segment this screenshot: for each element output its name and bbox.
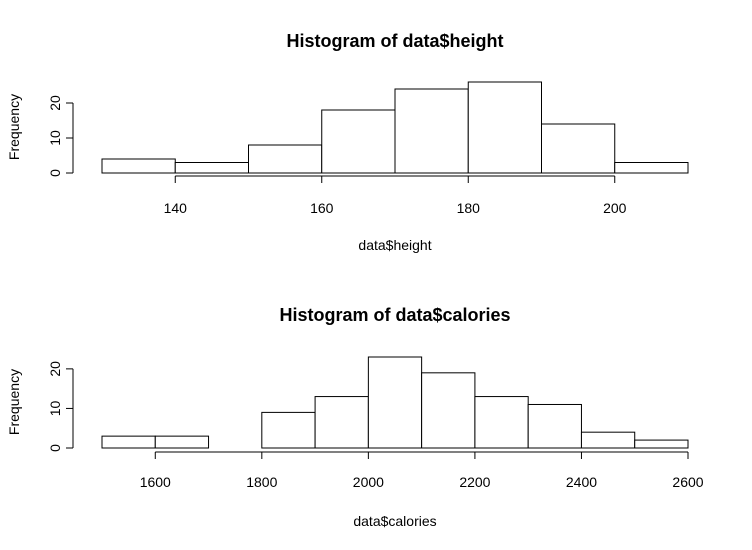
height-x-tick-label: 160 (310, 200, 334, 216)
height-x-axis: 140 160 180 200 (164, 175, 627, 216)
height-bar (174, 162, 249, 174)
height-y-axis: 0 10 20 (47, 95, 74, 177)
calories-x-axis: 1600 1800 2000 2200 2400 2600 (140, 451, 704, 490)
height-bar (541, 123, 616, 174)
height-y-tick-label: 10 (47, 130, 63, 146)
calories-y-tick-label: 20 (47, 361, 63, 377)
height-x-axis-label: data$height (358, 237, 431, 253)
height-bar (101, 158, 176, 174)
calories-y-tick-label: 0 (47, 444, 63, 452)
height-bar (321, 109, 396, 174)
calories-bar (314, 396, 369, 449)
height-bars (101, 81, 689, 174)
height-histogram-panel: Histogram of data$height data$height Fre… (6, 31, 689, 253)
calories-bar (421, 372, 476, 449)
calories-x-tick-label: 1600 (140, 474, 171, 490)
height-bar (467, 81, 542, 174)
height-y-tick-label: 20 (47, 95, 63, 111)
height-bar (248, 144, 323, 174)
calories-bar (101, 435, 156, 449)
calories-y-tick-label: 10 (47, 400, 63, 416)
calories-x-tick-label: 2000 (353, 474, 384, 490)
calories-x-tick-label: 2200 (459, 474, 490, 490)
height-bar (614, 162, 689, 174)
calories-x-tick-label: 2400 (566, 474, 597, 490)
calories-bar (261, 411, 316, 449)
height-x-tick-label: 180 (457, 200, 481, 216)
height-bar (394, 88, 469, 174)
height-x-tick-label: 200 (603, 200, 627, 216)
height-y-axis-label: Frequency (6, 94, 22, 160)
calories-y-axis: 0 10 20 (47, 361, 74, 452)
calories-histogram-panel: Histogram of data$calories data$calories… (6, 305, 704, 529)
calories-y-axis-label: Frequency (6, 369, 22, 435)
calories-bar (474, 396, 529, 449)
calories-bar (527, 403, 582, 449)
calories-bar (154, 435, 210, 449)
calories-x-tick-label: 2600 (672, 474, 703, 490)
calories-x-tick-label: 1800 (246, 474, 277, 490)
calories-bar (367, 356, 423, 449)
calories-bars (101, 356, 689, 449)
calories-histogram-title: Histogram of data$calories (279, 305, 510, 325)
height-histogram-title: Histogram of data$height (286, 31, 503, 51)
height-x-tick-label: 140 (164, 200, 188, 216)
calories-bar (580, 431, 636, 449)
calories-x-axis-label: data$calories (353, 513, 436, 529)
height-y-tick-label: 0 (47, 169, 63, 177)
calories-bar (634, 439, 689, 449)
